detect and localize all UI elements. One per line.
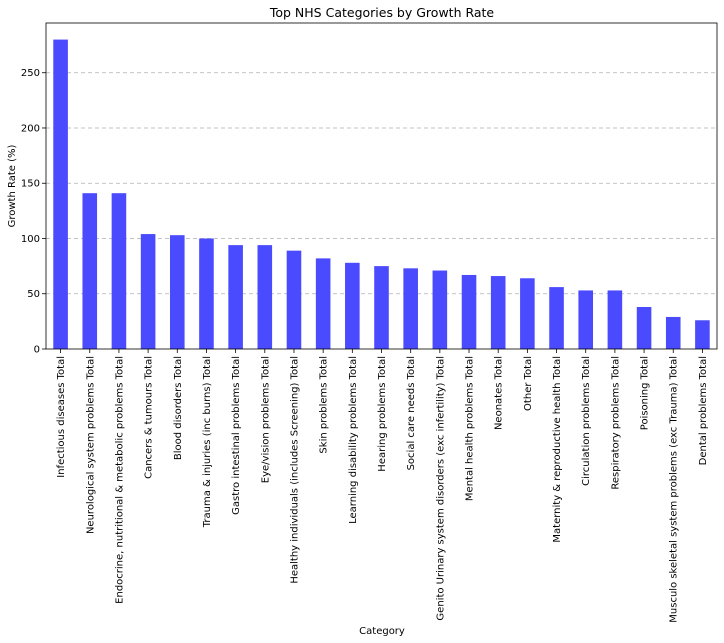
bar	[490, 276, 506, 349]
x-tick-label: Learning disability problems Total	[348, 356, 359, 524]
x-tick-label: Maternity & reproductive health Total	[552, 356, 563, 543]
bar	[111, 193, 127, 349]
x-tick-label: Blood disorders Total	[173, 356, 184, 460]
bar	[169, 235, 185, 349]
bar	[461, 274, 477, 349]
bar	[82, 193, 98, 349]
bar	[228, 245, 243, 349]
x-tick-label: Gastro intestinal problems Total	[231, 356, 242, 515]
y-tick-label: 0	[34, 345, 40, 356]
x-tick-label: Neonates Total	[494, 356, 505, 430]
y-axis-ticks: 0 50 100 150 200 250	[21, 68, 46, 356]
bar	[315, 258, 331, 349]
x-tick-label: Infectious diseases Total	[56, 356, 67, 478]
x-tick-label: Genito Urinary system disorders (exc inf…	[435, 356, 446, 621]
y-tick-label: 150	[21, 179, 40, 190]
bar	[607, 290, 623, 349]
x-tick-label: Trauma & injuries (inc burns) Total	[202, 356, 213, 528]
y-tick-label: 50	[27, 289, 40, 300]
bar	[374, 266, 389, 349]
y-tick-label: 200	[21, 123, 40, 134]
bar	[199, 238, 214, 349]
x-tick-label: Endocrine, nutritional & metabolic probl…	[114, 356, 125, 604]
x-tick-label: Circulation problems Total	[581, 356, 592, 486]
x-tick-label: Healthy individuals (includes Screening)…	[289, 356, 300, 584]
chart-title: Top NHS Categories by Growth Rate	[269, 5, 495, 20]
bar	[636, 307, 652, 349]
y-tick-label: 250	[21, 68, 40, 79]
bar	[140, 234, 156, 349]
bar	[403, 268, 418, 349]
bar	[286, 250, 302, 349]
x-tick-label: Neurological system problems Total	[85, 356, 96, 534]
x-axis-ticks: Infectious diseases Total Neurological sy…	[56, 349, 709, 623]
x-axis-label: Category	[359, 626, 405, 637]
bar	[549, 287, 564, 349]
x-tick-label: Hearing problems Total	[377, 356, 388, 472]
x-tick-label: Eye/vision problems Total	[260, 356, 271, 483]
x-tick-label: Other Total	[523, 356, 534, 411]
x-tick-label: Respiratory problems Total	[610, 356, 621, 490]
bar	[53, 39, 68, 350]
x-tick-label: Dental problems Total	[698, 356, 709, 465]
bar	[520, 278, 535, 349]
x-tick-label: Musculo skeletal system problems (exc Tr…	[669, 356, 680, 623]
y-axis-label: Growth Rate (%)	[7, 145, 18, 228]
bar	[345, 262, 360, 349]
bar	[695, 320, 710, 349]
x-tick-label: Cancers & tumours Total	[144, 356, 155, 479]
bar	[432, 270, 448, 349]
bar	[257, 245, 273, 349]
bar	[665, 316, 681, 349]
x-tick-label: Skin problems Total	[319, 356, 330, 454]
x-tick-label: Social care needs Total	[406, 356, 417, 470]
bar	[578, 290, 594, 349]
bars	[53, 39, 710, 350]
x-tick-label: Poisoning Total	[640, 356, 651, 430]
y-tick-label: 100	[21, 234, 40, 245]
x-tick-label: Mental health problems Total	[465, 356, 476, 501]
